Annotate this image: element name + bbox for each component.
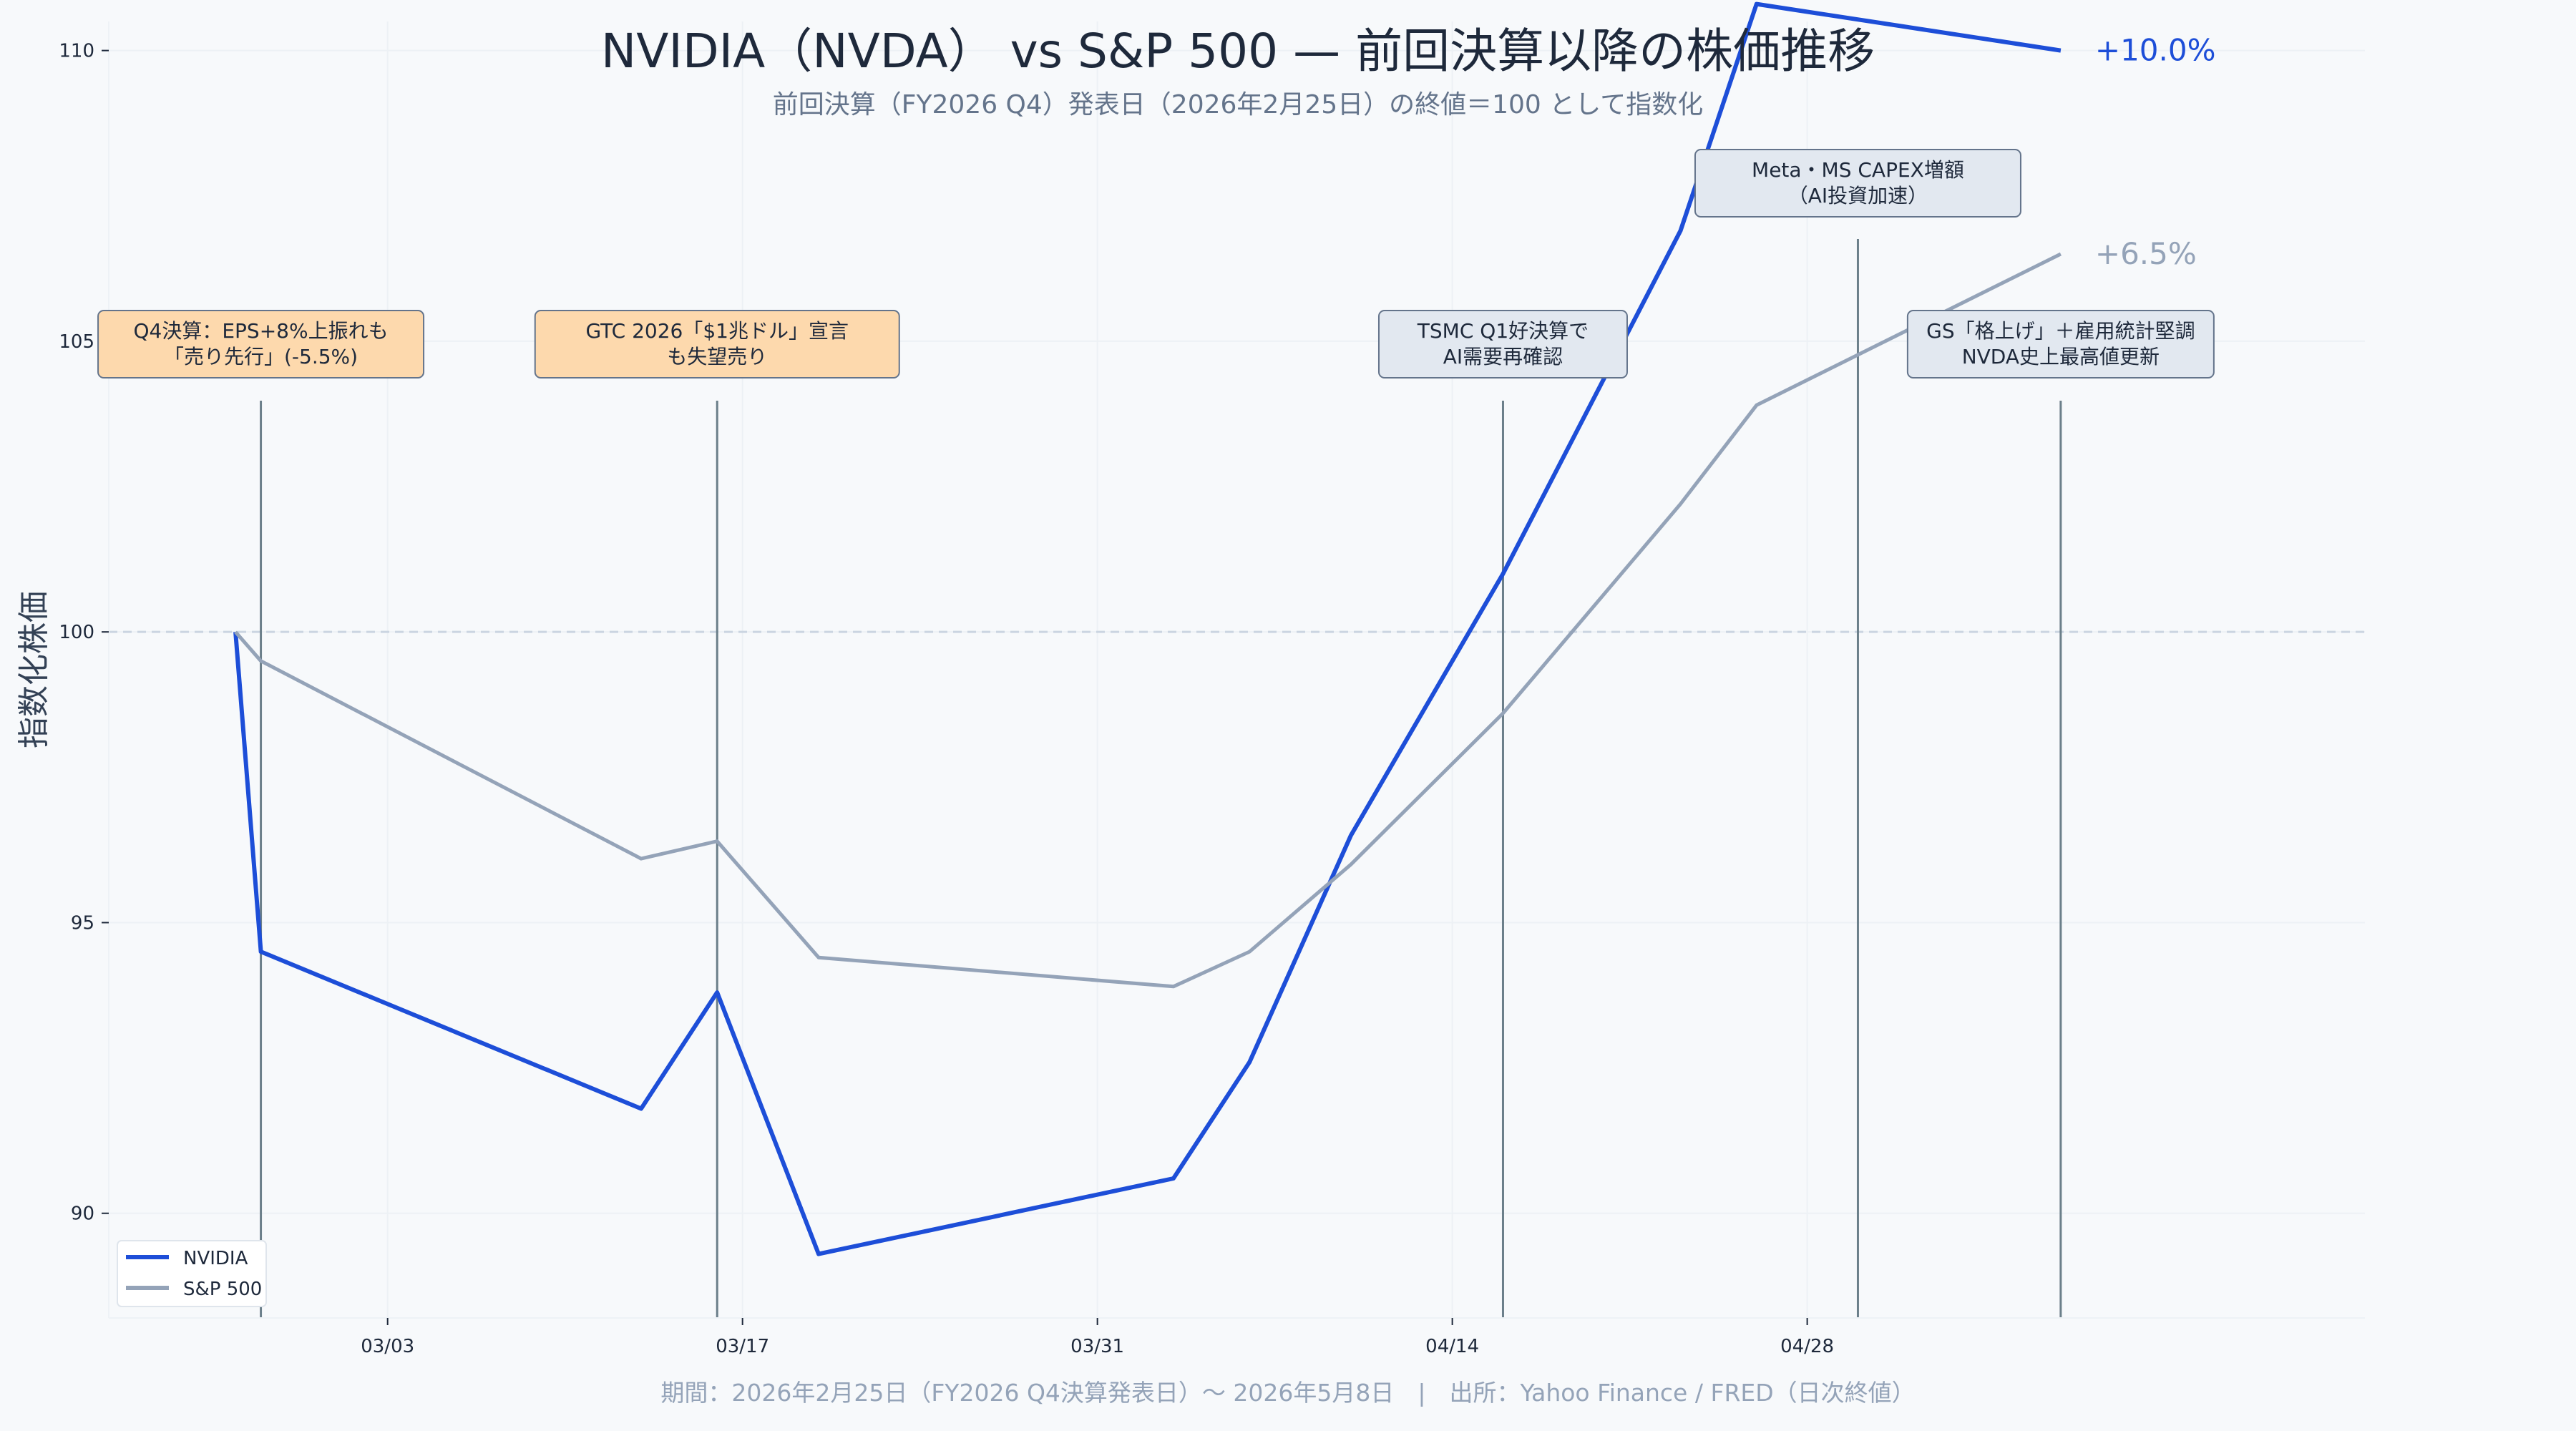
annotation-text: Q4決算：EPS+8%上振れも: [134, 319, 389, 343]
annotation-box: [97, 310, 425, 378]
annotation-text: GS「格上げ」＋雇用統計堅調: [1926, 319, 2195, 343]
x-tick-label: 04/14: [1425, 1336, 1479, 1357]
annotation-text: GTC 2026「$1兆ドル」宣言: [585, 319, 849, 343]
annotation-box: [1906, 310, 2215, 378]
series-lines: [233, 1, 2062, 1256]
y-tick-label: 100: [59, 622, 94, 643]
annotation-box: [534, 310, 900, 378]
plot-background: [109, 21, 2365, 1318]
annotation-box: [1694, 149, 2021, 218]
annotation-text: （AI投資加速）: [1788, 184, 1928, 207]
legend-label-sp500: S&P 500: [183, 1279, 262, 1300]
chart-title: NVIDIA（NVDA） vs S&P 500 — 前回決算以降の株価推移: [601, 24, 1875, 79]
axes: [108, 21, 2365, 1319]
legend-label-nvidia: NVIDIA: [183, 1248, 248, 1269]
event-lines: [260, 239, 2062, 1318]
annotation-text: Meta・MS CAPEX増額: [1752, 158, 1964, 182]
annotation-text: 「売り先行」(-5.5%): [164, 345, 358, 368]
x-tick-label: 03/31: [1070, 1336, 1124, 1357]
y-tick-label: 95: [71, 912, 94, 934]
end-label-nvidia: +10.0%: [2095, 33, 2216, 68]
end-label-s-p-500: +6.5%: [2095, 236, 2197, 271]
y-axis-label: 指数化株価: [16, 591, 52, 748]
chart-subtitle: 前回決算（FY2026 Q4）発表日（2026年2月25日）の終値＝100 とし…: [773, 90, 1703, 119]
annotations: Q4決算：EPS+8%上振れも「売り先行」(-5.5%) GTC 2026「$1兆…: [97, 149, 2215, 378]
x-tick-label: 04/28: [1780, 1336, 1834, 1357]
series-line-s-p-500: [234, 252, 2062, 989]
annotation-text: TSMC Q1好決算で: [1417, 319, 1589, 343]
grid: [109, 21, 2365, 1318]
x-tick-label: 03/17: [716, 1336, 769, 1357]
annotation-text: NVDA史上最高値更新: [1962, 345, 2160, 368]
annotation-text: AI需要再確認: [1443, 345, 1563, 368]
legend: NVIDIA S&P 500: [117, 1240, 267, 1307]
footer-source-note: 期間：2026年2月25日（FY2026 Q4決算発表日）〜 2026年5月8日…: [660, 1379, 1915, 1407]
x-tick-label: 03/03: [361, 1336, 414, 1357]
tick-labels: 90 95 100 105 110 03/03 03/17 03/31 04/14 04/28: [59, 41, 1834, 1357]
annotation-box: [1377, 310, 1628, 378]
annotation-text: も失望売り: [667, 345, 767, 368]
series-line-nvidia: [233, 1, 2062, 1256]
end-labels: +10.0% +6.5%: [2095, 33, 2216, 271]
y-tick-label: 90: [71, 1203, 94, 1225]
y-tick-label: 110: [59, 41, 94, 62]
y-tick-label: 105: [59, 331, 94, 353]
